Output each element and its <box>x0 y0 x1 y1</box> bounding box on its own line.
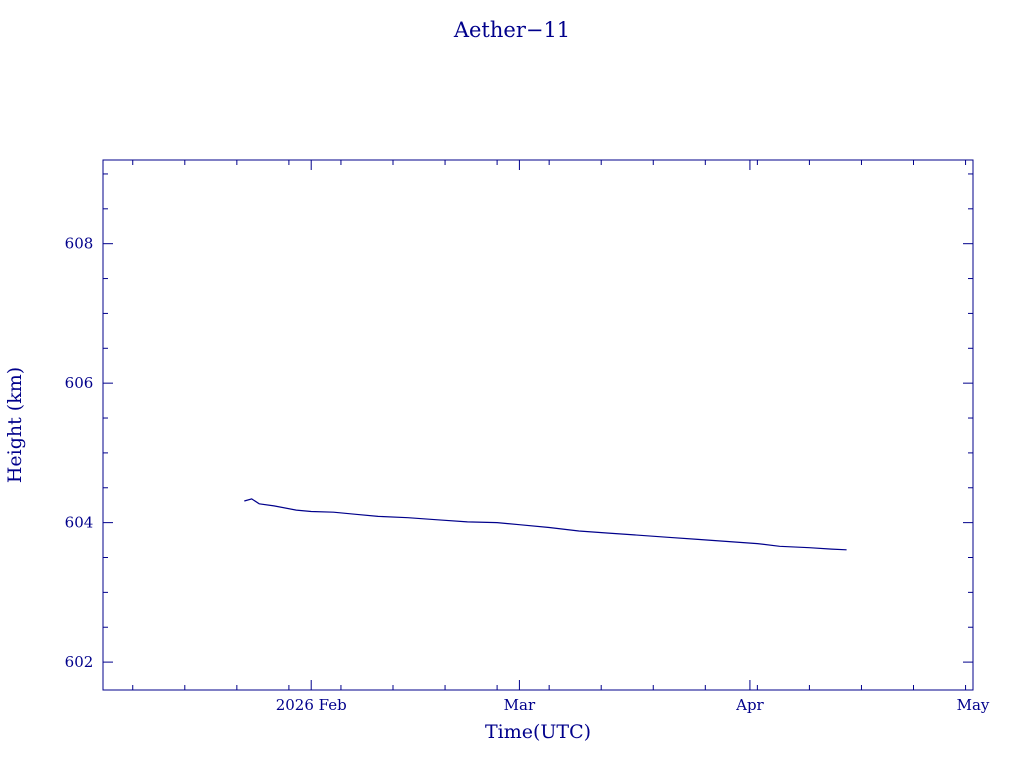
y-axis: 602 604 606 608 <box>65 173 973 671</box>
x-tick-label: Apr <box>735 696 764 714</box>
chart-title: Aether−11 <box>453 18 570 42</box>
y-tick-label: 608 <box>65 235 94 253</box>
y-tick-label: 602 <box>65 653 94 671</box>
y-tick-label: 604 <box>65 514 94 532</box>
x-tick-label: Mar <box>504 696 536 714</box>
x-tick-label: 2026 Feb <box>276 696 347 714</box>
series-line-0 <box>244 498 847 551</box>
series-layer <box>244 498 847 551</box>
x-axis: 2026 Feb Mar Apr May <box>132 160 990 714</box>
plot-frame <box>102 159 974 691</box>
y-axis-label: Height (km) <box>4 367 26 483</box>
y-tick-label: 606 <box>65 374 94 392</box>
x-axis-label: Time(UTC) <box>485 721 591 743</box>
x-tick-label: May <box>957 696 990 714</box>
